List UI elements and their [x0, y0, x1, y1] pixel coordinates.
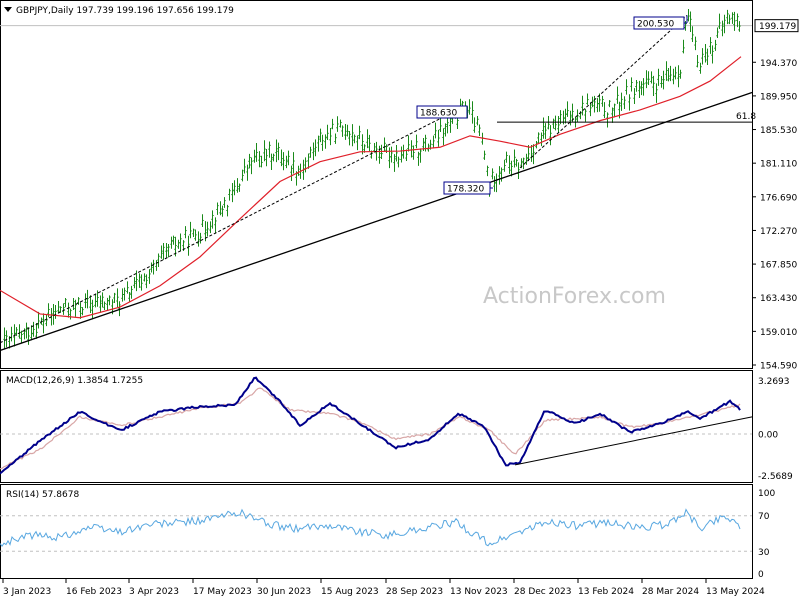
price-tick-label: 159.010	[760, 328, 797, 338]
macd-axis: 3.2693 0.00 -2.5689	[758, 377, 793, 482]
price-axis: 199.179 194.370 189.950 185.530 181.110 176.6…	[752, 19, 799, 372]
price-tick-label: 189.950	[760, 92, 797, 102]
time-tick-label: 13 May 2024	[706, 587, 765, 597]
time-tick-label: 17 May 2023	[193, 587, 252, 597]
rsi-scale-0: 0	[758, 570, 764, 580]
time-tick-label: 28 Mar 2024	[642, 587, 699, 597]
price-tick-label: 185.530	[760, 126, 797, 136]
macd-trendline	[514, 416, 753, 466]
time-tick-label: 15 Aug 2023	[321, 587, 379, 597]
time-tick-label: 3 Jan 2023	[3, 587, 51, 597]
macd-lines	[0, 376, 753, 475]
rsi-scale-100: 100	[758, 489, 775, 499]
long-term-trendline	[0, 91, 753, 352]
macd-title: MACD(12,26,9) 1.3854 1.7255	[6, 376, 143, 386]
time-tick-label: 13 Feb 2024	[578, 587, 634, 597]
macd-scale-top: 3.2693	[758, 377, 790, 387]
last-price-label: 199.179	[759, 22, 796, 32]
rsi-scale-70: 70	[758, 512, 770, 522]
price-bars	[3, 8, 741, 349]
time-tick-label: 16 Feb 2023	[66, 587, 122, 597]
high-annotation-label: 200.530	[637, 20, 674, 30]
dropdown-triangle-icon[interactable]	[4, 7, 12, 12]
price-tick-label: 163.430	[760, 294, 797, 304]
ma-line	[0, 56, 742, 319]
peak-annotation-label: 188.630	[420, 109, 457, 119]
channel-dashed-line	[0, 105, 466, 344]
symbol-header: GBPJPY,Daily 197.739 199.196 197.656 199…	[16, 6, 234, 16]
time-tick-label: 3 Apr 2023	[129, 587, 179, 597]
time-axis: 3 Jan 2023 16 Feb 2023 3 Apr 2023 17 May 20…	[2, 579, 765, 597]
moving-average	[0, 56, 742, 319]
trend-lines	[0, 15, 753, 352]
price-tick-label: 176.690	[760, 193, 797, 203]
last-price-box	[754, 19, 799, 33]
price-tick-label: 167.850	[760, 261, 797, 271]
macd-scale-bottom: -2.5689	[758, 472, 793, 482]
channel-dashed-line	[519, 15, 688, 169]
time-tick-label: 28 Sep 2023	[386, 587, 443, 597]
price-tick-label: 181.110	[760, 160, 797, 170]
watermark-text: ActionForex.com	[483, 284, 666, 309]
price-tick-label: 154.590	[760, 362, 797, 372]
rsi-lines	[0, 508, 752, 552]
time-tick-label: 13 Nov 2023	[450, 587, 508, 597]
rsi-title: RSI(14) 57.8678	[6, 490, 79, 500]
time-tick-label: 30 Jun 2023	[257, 587, 311, 597]
peak-annotation-box	[416, 105, 468, 119]
price-annotations: 200.530 188.630 178.320 61.8	[416, 15, 756, 195]
rsi-axis: 100 70 30 0	[758, 489, 775, 580]
macd-scale-zero: 0.00	[758, 430, 778, 440]
low-annotation-label: 178.320	[447, 185, 484, 195]
fib-label: 61.8	[736, 112, 756, 122]
rsi-line	[0, 508, 741, 548]
macd-main-line	[0, 376, 741, 475]
time-tick-label: 28 Dec 2023	[514, 587, 572, 597]
price-tick-label: 172.270	[760, 227, 797, 237]
rsi-scale-30: 30	[758, 548, 770, 558]
price-panel-frame	[0, 0, 753, 369]
price-tick-label: 194.370	[760, 59, 797, 69]
